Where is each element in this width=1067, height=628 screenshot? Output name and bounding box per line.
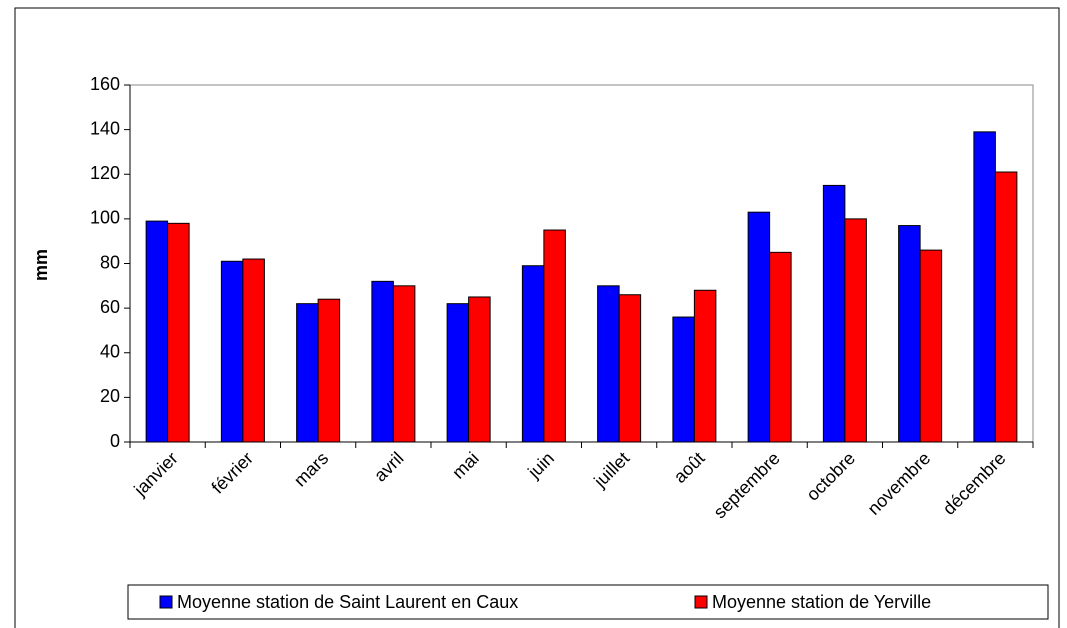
bar [898,225,921,443]
bar [167,222,190,443]
bar [769,251,792,443]
legend-label: Moyenne station de Saint Laurent en Caux [177,592,518,612]
bar [543,229,566,443]
y-tick-label: 140 [90,118,120,138]
bar [220,260,244,443]
legend-swatch [159,595,173,609]
bar [919,249,943,443]
bar [296,303,319,443]
y-tick-label: 80 [100,252,120,272]
bar [145,220,169,443]
plot-area [129,84,1034,443]
legend-swatch [694,595,708,609]
y-tick-label: 40 [100,342,120,362]
y-tick-label: 160 [90,74,120,94]
bar [521,265,545,443]
bar [446,303,470,443]
bar [618,294,642,443]
y-tick-label: 100 [90,208,120,228]
legend-frame [127,584,1049,620]
bar [844,218,867,443]
y-tick-label: 0 [110,431,120,451]
legend-label: Moyenne station de Yerville [712,592,931,612]
y-tick-label: 120 [90,163,120,183]
bar [822,184,846,443]
bar [672,316,695,443]
y-tick-label: 60 [100,297,120,317]
bar [317,298,341,443]
bar [392,285,416,443]
y-axis-label: mm [31,249,51,281]
bar [468,296,491,443]
bar [242,258,265,443]
bar [597,285,620,443]
bar [371,280,394,443]
bar [973,131,996,443]
bar [994,171,1018,443]
bar [747,211,771,443]
y-tick-label: 20 [100,386,120,406]
bar [693,289,717,443]
